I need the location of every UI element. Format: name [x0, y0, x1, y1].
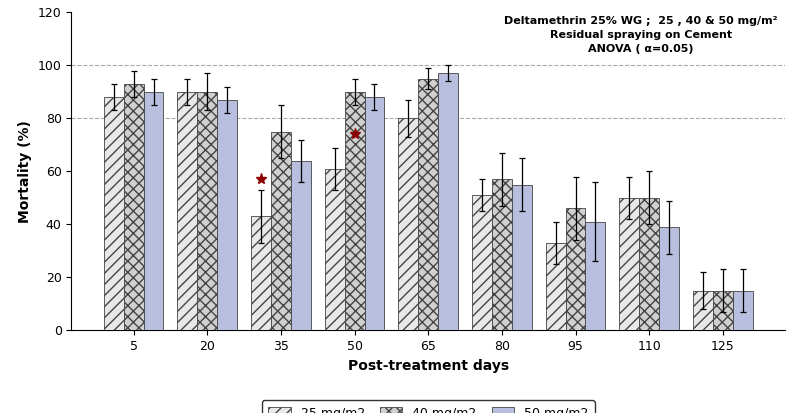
- Bar: [271, 132, 291, 330]
- Bar: [639, 198, 659, 330]
- Bar: [713, 291, 733, 330]
- Bar: [492, 179, 511, 330]
- Bar: [251, 216, 271, 330]
- Bar: [546, 243, 565, 330]
- Bar: [418, 78, 439, 330]
- Bar: [619, 198, 639, 330]
- Bar: [511, 185, 531, 330]
- Bar: [565, 209, 585, 330]
- Bar: [398, 119, 418, 330]
- Bar: [124, 84, 144, 330]
- Bar: [197, 92, 217, 330]
- Bar: [178, 92, 197, 330]
- Bar: [325, 169, 345, 330]
- Bar: [104, 97, 124, 330]
- Bar: [217, 100, 237, 330]
- Legend: 25 mg/m2, 40 mg/m2, 50 mg/m2: 25 mg/m2, 40 mg/m2, 50 mg/m2: [262, 400, 595, 413]
- Bar: [472, 195, 492, 330]
- Bar: [144, 92, 163, 330]
- Bar: [291, 161, 311, 330]
- Y-axis label: Mortality (%): Mortality (%): [18, 120, 33, 223]
- Bar: [733, 291, 753, 330]
- Bar: [439, 74, 458, 330]
- Bar: [345, 92, 365, 330]
- Bar: [659, 227, 679, 330]
- X-axis label: Post-treatment days: Post-treatment days: [347, 358, 509, 373]
- Bar: [693, 291, 713, 330]
- Bar: [585, 222, 605, 330]
- Bar: [365, 97, 385, 330]
- Text: Deltamethrin 25% WG ;  25 , 40 & 50 mg/m²
Residual spraying on Cement
ANOVA ( α=: Deltamethrin 25% WG ; 25 , 40 & 50 mg/m²…: [504, 16, 778, 54]
